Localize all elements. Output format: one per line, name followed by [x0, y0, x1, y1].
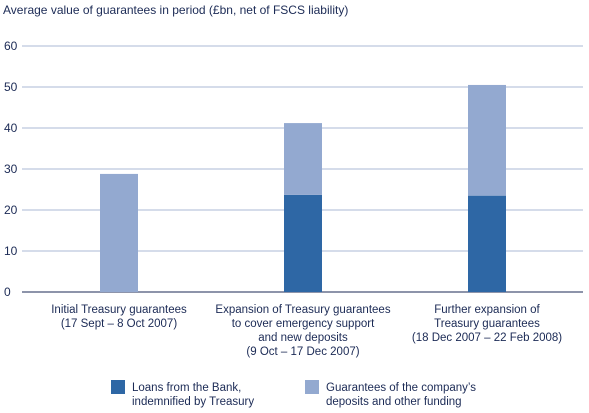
- category-label: Treasury guarantees: [434, 318, 540, 330]
- legend-label: deposits and other funding: [326, 396, 462, 408]
- y-tick-label: 50: [4, 80, 18, 94]
- bar-segment-series-1-cat-2: [284, 194, 322, 292]
- y-tick-label: 0: [4, 285, 11, 299]
- legend-label: indemnified by Treasury: [132, 396, 254, 408]
- category-label: (18 Dec 2007 – 22 Feb 2008): [412, 332, 562, 344]
- y-tick-labels: 0 10 20 30 40 50 60: [4, 39, 18, 299]
- category-label: (17 Sept – 8 Oct 2007): [61, 318, 178, 330]
- legend-label: Guarantees of the company’s: [326, 382, 476, 394]
- y-tick-label: 60: [4, 39, 18, 53]
- bar-segment-series-2-cat-1: [100, 173, 138, 292]
- category-label: Initial Treasury guarantees: [51, 304, 187, 316]
- bar-segment-series-2-cat-2: [284, 123, 322, 195]
- y-tick-label: 10: [4, 244, 18, 258]
- category-label: Further expansion of: [434, 304, 540, 316]
- category-label: (9 Oct – 17 Dec 2007): [246, 346, 359, 358]
- category-labels: Initial Treasury guarantees (17 Sept – 8 …: [51, 304, 562, 358]
- bar-segment-series-2-cat-3: [468, 84, 506, 196]
- bars: [100, 84, 506, 292]
- y-tick-label: 30: [4, 162, 18, 176]
- legend-swatch-series-1: [111, 380, 125, 394]
- y-tick-label: 20: [4, 203, 18, 217]
- category-label: to cover emergency support: [232, 318, 375, 330]
- y-tick-label: 40: [4, 121, 18, 135]
- category-label: and new deposits: [258, 332, 348, 344]
- legend: Loans from the Bank, indemnified by Treas…: [111, 380, 476, 408]
- legend-swatch-series-2: [305, 380, 319, 394]
- y-axis-label: Average value of guarantees in period (£…: [3, 3, 348, 17]
- category-label: Expansion of Treasury guarantees: [215, 304, 390, 316]
- legend-label: Loans from the Bank,: [132, 382, 241, 394]
- bar-segment-series-1-cat-3: [468, 195, 506, 292]
